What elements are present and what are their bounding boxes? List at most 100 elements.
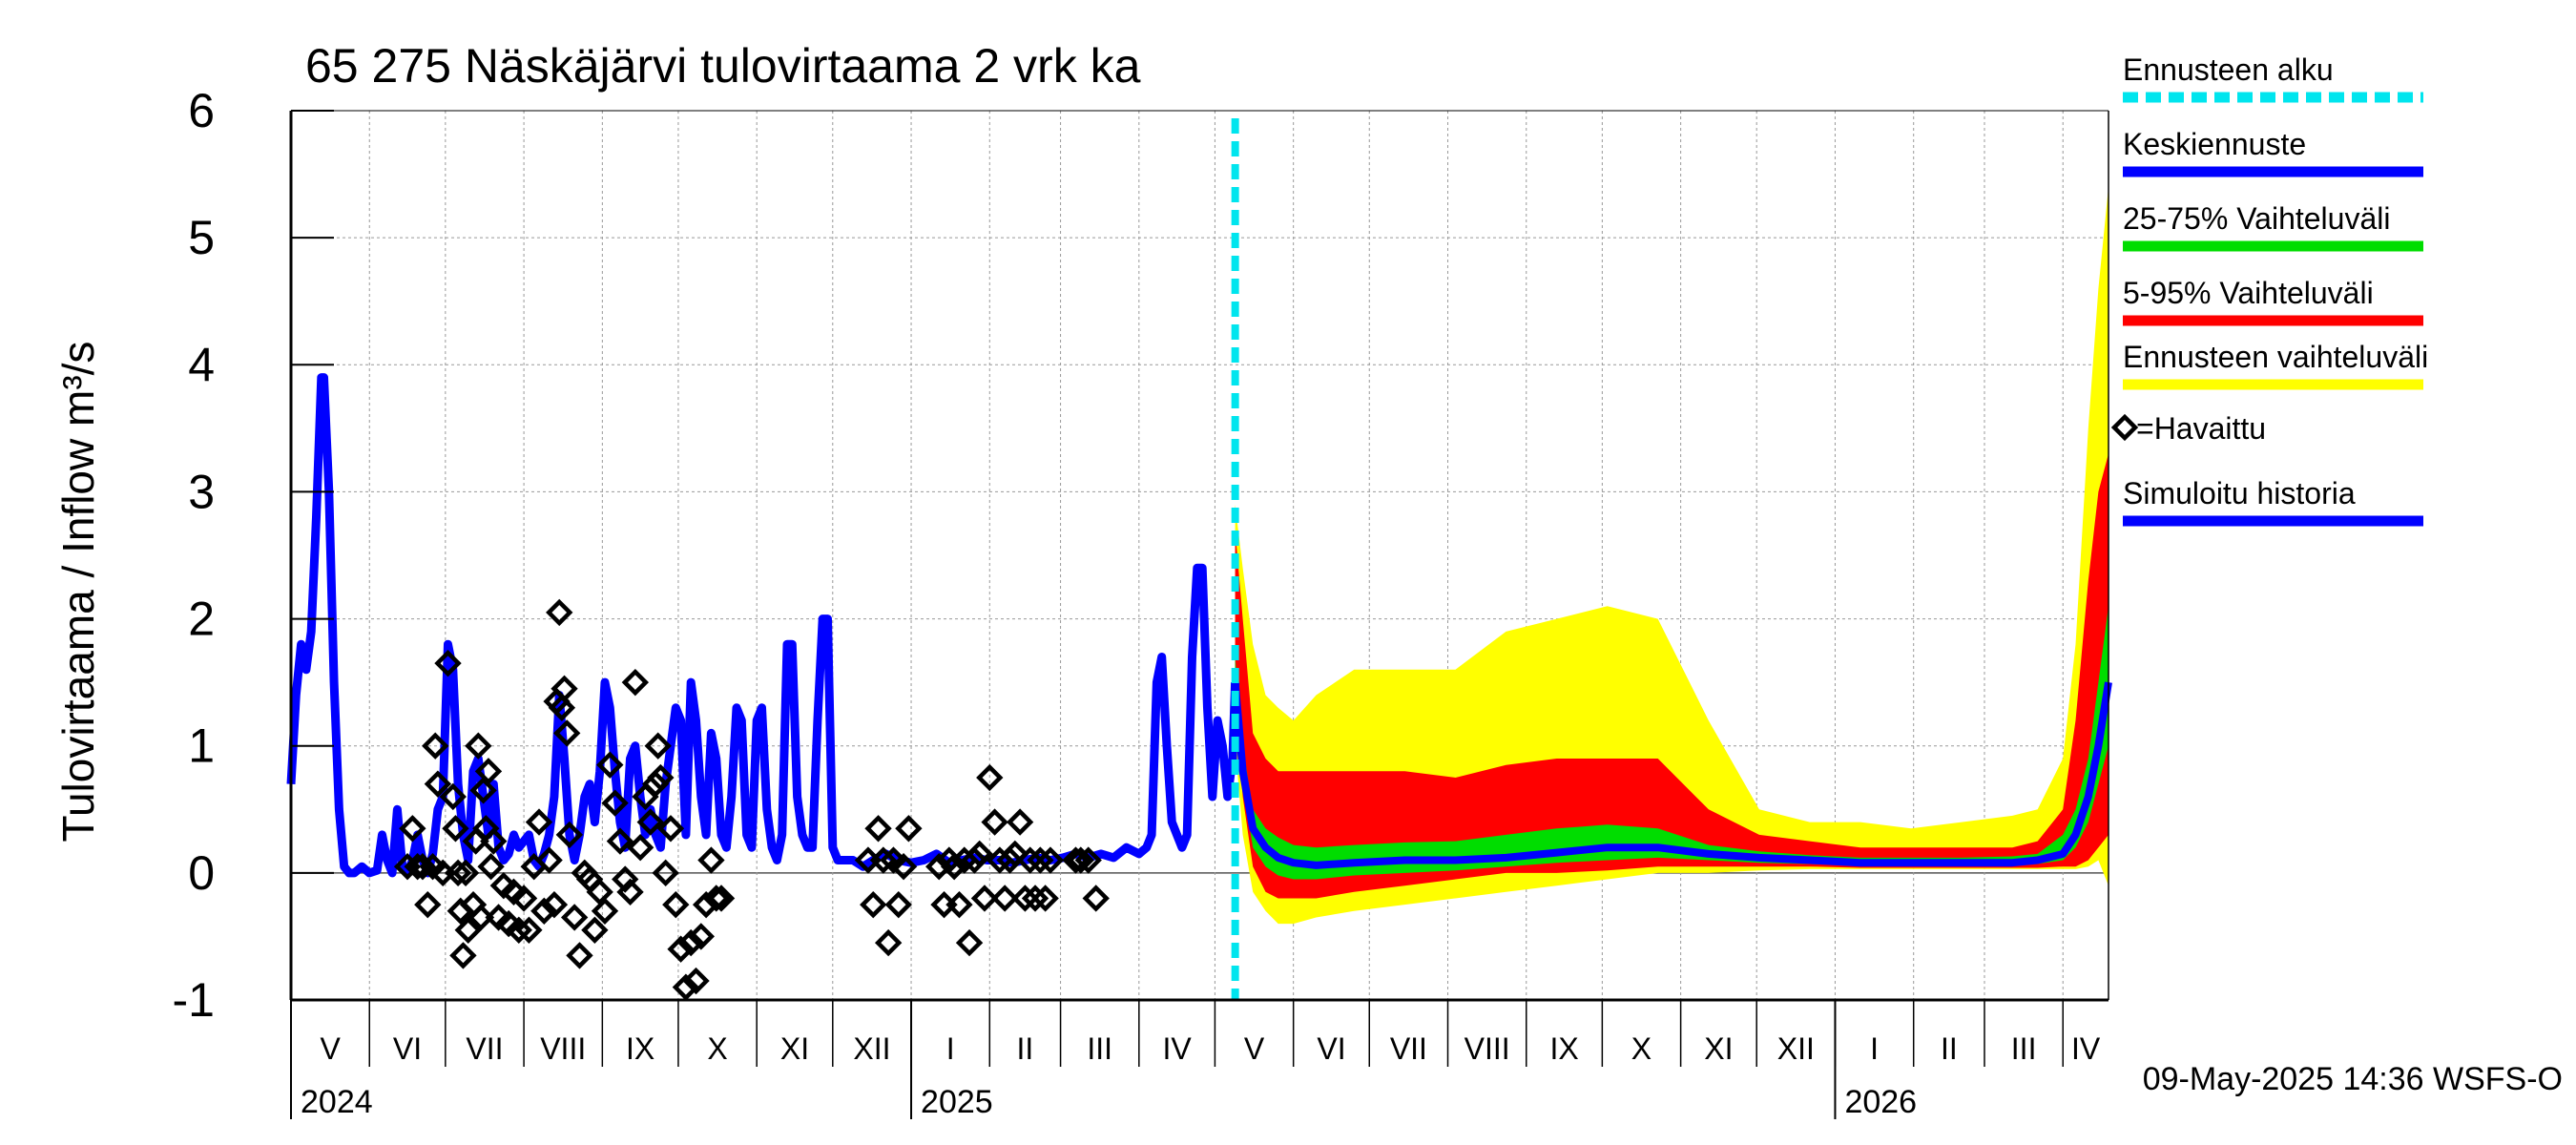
month-label: VI — [393, 1031, 422, 1066]
legend-label: Ennusteen vaihteluväli — [2123, 340, 2428, 374]
observed-point — [672, 973, 700, 1001]
month-label: XII — [853, 1031, 890, 1066]
observed-point — [442, 815, 469, 843]
observed-point — [970, 885, 999, 912]
observed-point — [626, 834, 654, 862]
observed-point — [662, 890, 690, 919]
observed-points — [393, 598, 1110, 1001]
observed-point — [596, 751, 624, 779]
observed-point — [621, 668, 650, 697]
observed-point — [1067, 846, 1094, 874]
observed-point — [1031, 885, 1059, 912]
observed-point — [656, 815, 685, 843]
observed-point — [509, 885, 538, 912]
observed-point — [530, 897, 558, 925]
observed-point — [976, 763, 1004, 792]
observed-point — [606, 827, 634, 855]
forecast-bands — [1235, 186, 2109, 925]
legend-label: =Havaittu — [2136, 411, 2266, 446]
forecast-median-line — [1231, 681, 2112, 869]
y-tick-label: 5 — [188, 211, 215, 264]
month-label: I — [1870, 1031, 1879, 1066]
observed-point — [408, 853, 437, 881]
legend-label: Simuloitu historia — [2123, 476, 2356, 510]
observed-point — [677, 928, 705, 957]
observed-point — [1082, 885, 1110, 912]
observed-point — [647, 763, 675, 792]
observed-point — [546, 598, 573, 627]
observed-point — [434, 649, 462, 677]
y-tick-label: 0 — [188, 846, 215, 900]
observed-point — [444, 859, 472, 887]
legend-marker — [2110, 413, 2139, 442]
observed-point — [601, 789, 629, 817]
observed-point — [1001, 840, 1028, 868]
observed-point — [702, 885, 730, 912]
month-label: I — [946, 1031, 955, 1066]
observed-point — [454, 916, 482, 944]
observed-point — [697, 846, 725, 874]
observed-point — [955, 928, 984, 957]
observed-point — [399, 815, 426, 843]
observed-point — [687, 923, 716, 950]
observed-point — [515, 916, 543, 944]
month-label: VI — [1317, 1031, 1345, 1066]
month-label: V — [1244, 1031, 1265, 1066]
observed-point — [945, 890, 973, 919]
year-label: 2024 — [301, 1084, 373, 1120]
y-tick-label: 6 — [188, 84, 215, 137]
observed-point — [1021, 885, 1049, 912]
observed-point — [1036, 846, 1065, 874]
month-label: X — [1631, 1031, 1652, 1066]
month-label: XI — [780, 1031, 809, 1066]
y-tick-label: 1 — [188, 719, 215, 773]
month-label: IV — [1163, 1031, 1193, 1066]
observed-point — [966, 840, 993, 868]
observed-point — [474, 758, 503, 785]
legend-label: 25-75% Vaihteluväli — [2123, 201, 2390, 236]
y-tick-label: -1 — [173, 973, 215, 1027]
month-label: V — [320, 1031, 341, 1066]
observed-point — [981, 808, 1008, 836]
year-label: 2025 — [921, 1084, 993, 1120]
observed-point — [540, 890, 569, 919]
observed-point — [612, 865, 639, 893]
month-label: IV — [2071, 1031, 2101, 1066]
observed-point — [581, 916, 609, 944]
observed-point — [548, 694, 576, 721]
observed-point — [535, 846, 563, 874]
observed-point — [525, 808, 553, 836]
observed-point — [864, 815, 892, 843]
band-total — [1235, 186, 2109, 925]
legend-label: Ennusteen alku — [2123, 52, 2334, 87]
observed-point — [869, 846, 898, 874]
chart-title: 65 275 Näskäjärvi tulovirtaama 2 vrk ka — [305, 39, 1141, 93]
observed-point — [586, 878, 613, 906]
observed-point — [682, 967, 710, 995]
observed-point — [467, 904, 495, 931]
timestamp-footer: 09-May-2025 14:36 WSFS-O — [2143, 1061, 2563, 1097]
observed-point — [551, 675, 578, 702]
observed-point — [1011, 885, 1039, 912]
observed-point — [553, 719, 581, 747]
observed-point — [477, 853, 505, 881]
observed-point — [451, 859, 480, 887]
observed-point — [560, 904, 589, 931]
month-label: III — [1087, 1031, 1112, 1066]
month-label: II — [1941, 1031, 1958, 1066]
observed-point — [449, 942, 477, 969]
month-label: VII — [1390, 1031, 1427, 1066]
y-tick-label: 4 — [188, 338, 215, 391]
observed-point — [940, 853, 968, 881]
observed-point — [895, 815, 923, 843]
observed-point — [1074, 846, 1102, 874]
y-tick-label: 3 — [188, 465, 215, 518]
observed-point — [505, 916, 532, 944]
observed-point — [991, 885, 1019, 912]
month-label: III — [2011, 1031, 2037, 1066]
observed-point — [636, 808, 664, 836]
observed-point — [889, 853, 918, 881]
month-label: VIII — [540, 1031, 586, 1066]
